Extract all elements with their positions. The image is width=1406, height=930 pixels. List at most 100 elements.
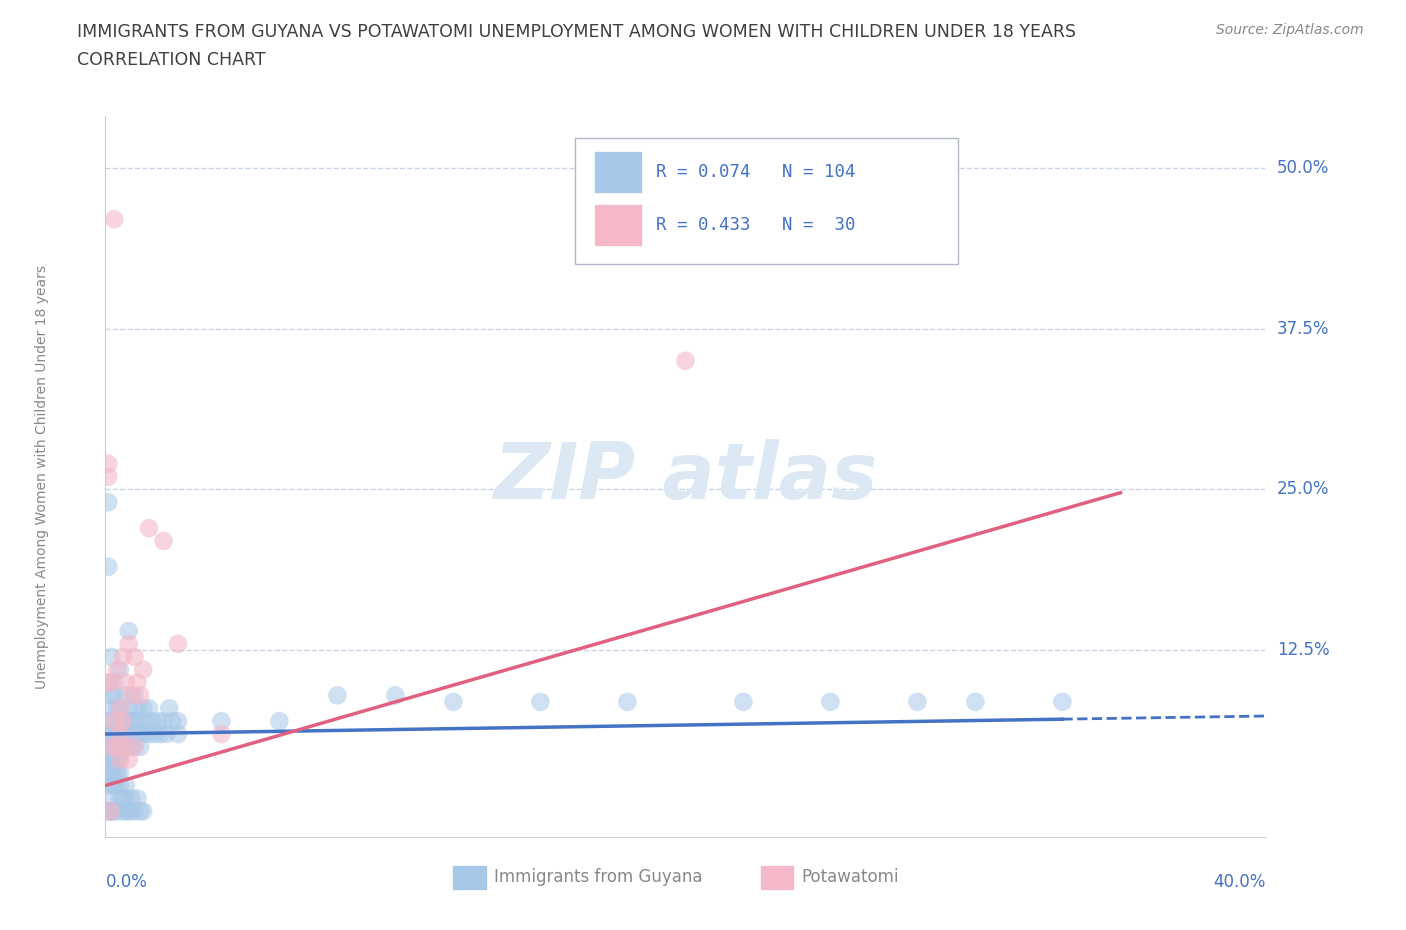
Point bbox=[146, 713, 169, 728]
Point bbox=[111, 649, 134, 664]
Point bbox=[103, 804, 125, 818]
Point bbox=[121, 739, 143, 754]
Point bbox=[97, 713, 120, 728]
Point bbox=[118, 726, 141, 741]
Point bbox=[167, 636, 190, 651]
Point bbox=[127, 790, 149, 805]
Point bbox=[111, 739, 134, 754]
Point bbox=[138, 701, 160, 716]
Text: 40.0%: 40.0% bbox=[1213, 873, 1265, 891]
Point bbox=[97, 804, 120, 818]
Point bbox=[127, 701, 149, 716]
Point bbox=[100, 701, 122, 716]
Point bbox=[124, 804, 146, 818]
Point bbox=[733, 695, 755, 710]
Point bbox=[155, 726, 177, 741]
FancyBboxPatch shape bbox=[575, 138, 957, 264]
Point bbox=[105, 662, 128, 677]
Point bbox=[97, 778, 120, 793]
Point bbox=[100, 752, 122, 767]
Point bbox=[326, 688, 349, 703]
Point bbox=[111, 790, 134, 805]
Point bbox=[103, 212, 125, 227]
Point bbox=[100, 675, 122, 690]
Text: 12.5%: 12.5% bbox=[1277, 642, 1330, 659]
Text: 37.5%: 37.5% bbox=[1277, 320, 1330, 338]
Point bbox=[100, 739, 122, 754]
Point bbox=[100, 649, 122, 664]
Text: 0.0%: 0.0% bbox=[105, 873, 148, 891]
Point bbox=[97, 559, 120, 574]
Point bbox=[129, 713, 152, 728]
Point bbox=[124, 713, 146, 728]
Text: 25.0%: 25.0% bbox=[1277, 481, 1330, 498]
Point bbox=[108, 662, 131, 677]
Point bbox=[384, 688, 406, 703]
Point bbox=[132, 701, 155, 716]
Point bbox=[97, 675, 120, 690]
Point bbox=[111, 804, 134, 818]
Point bbox=[129, 739, 152, 754]
Point bbox=[108, 790, 131, 805]
Point bbox=[97, 739, 120, 754]
Point bbox=[100, 765, 122, 780]
Point bbox=[105, 701, 128, 716]
Point bbox=[97, 470, 120, 485]
Point bbox=[124, 688, 146, 703]
Point bbox=[616, 695, 638, 710]
Point bbox=[441, 695, 464, 710]
Point bbox=[820, 695, 842, 710]
Point bbox=[211, 726, 233, 741]
Point bbox=[97, 752, 120, 767]
Point bbox=[129, 688, 152, 703]
Point bbox=[97, 726, 120, 741]
Point bbox=[97, 675, 120, 690]
Point bbox=[157, 701, 180, 716]
Text: IMMIGRANTS FROM GUYANA VS POTAWATOMI UNEMPLOYMENT AMONG WOMEN WITH CHILDREN UNDE: IMMIGRANTS FROM GUYANA VS POTAWATOMI UNE… bbox=[77, 23, 1077, 41]
Point bbox=[152, 713, 174, 728]
Point bbox=[141, 713, 163, 728]
Point bbox=[529, 695, 551, 710]
Point bbox=[111, 726, 134, 741]
Point bbox=[103, 713, 125, 728]
Bar bbox=[761, 866, 793, 889]
Point bbox=[114, 790, 136, 805]
Point bbox=[103, 778, 125, 793]
Point bbox=[108, 726, 131, 741]
Point bbox=[103, 739, 125, 754]
Point bbox=[124, 739, 146, 754]
Point bbox=[103, 739, 125, 754]
Point bbox=[124, 739, 146, 754]
Point bbox=[100, 688, 122, 703]
Point bbox=[118, 804, 141, 818]
Point bbox=[114, 688, 136, 703]
Point bbox=[105, 765, 128, 780]
Point bbox=[100, 739, 122, 754]
Point bbox=[105, 804, 128, 818]
Point bbox=[118, 752, 141, 767]
Point bbox=[100, 765, 122, 780]
Point bbox=[143, 726, 166, 741]
Point bbox=[675, 353, 697, 368]
Point bbox=[103, 713, 125, 728]
Text: CORRELATION CHART: CORRELATION CHART bbox=[77, 51, 266, 69]
Point bbox=[100, 804, 122, 818]
Point bbox=[97, 739, 120, 754]
Point bbox=[97, 790, 120, 805]
Point bbox=[103, 778, 125, 793]
Point bbox=[97, 804, 120, 818]
Point bbox=[111, 713, 134, 728]
Point bbox=[97, 457, 120, 472]
Point bbox=[965, 695, 987, 710]
Text: ZIP atlas: ZIP atlas bbox=[494, 439, 877, 514]
Point bbox=[108, 701, 131, 716]
Point bbox=[108, 752, 131, 767]
Point bbox=[167, 713, 190, 728]
Point bbox=[132, 726, 155, 741]
Point bbox=[100, 752, 122, 767]
Point bbox=[167, 726, 190, 741]
Point bbox=[114, 739, 136, 754]
Point bbox=[129, 804, 152, 818]
Point bbox=[149, 726, 172, 741]
Point bbox=[100, 726, 122, 741]
